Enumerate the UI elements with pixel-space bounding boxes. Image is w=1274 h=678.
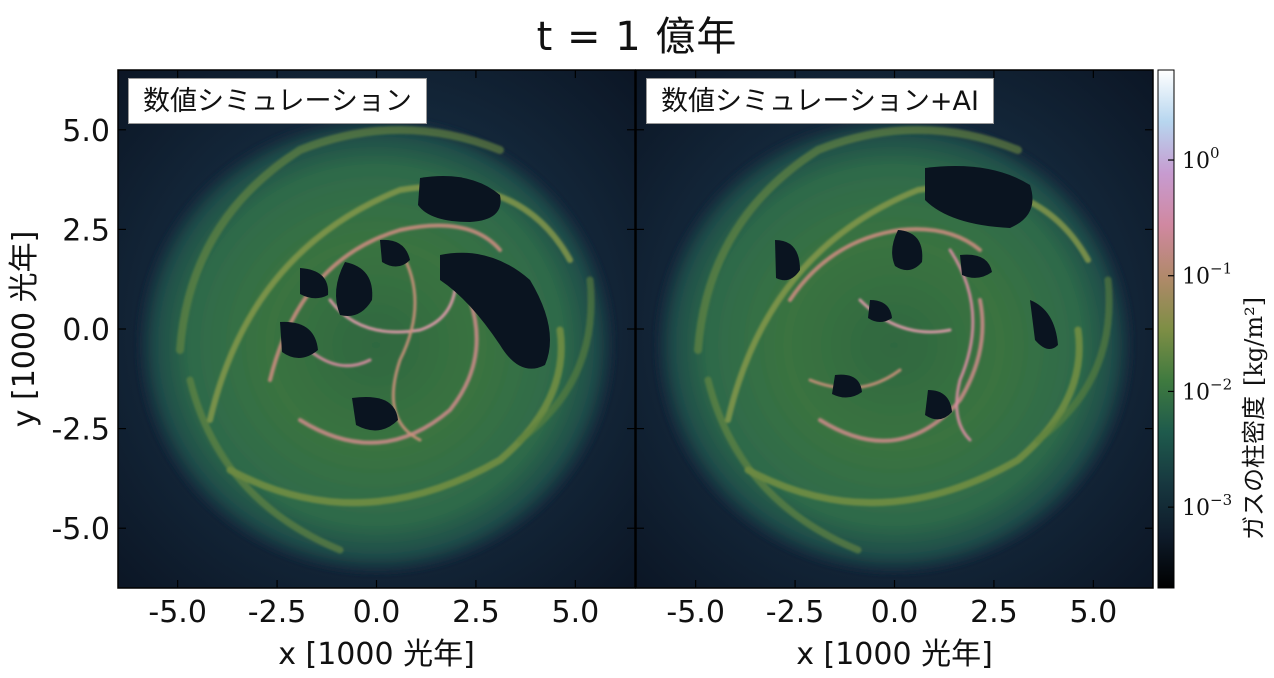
panel-right-filaments: [694, 126, 1113, 554]
colorbar-tick-label: 10−3: [1182, 491, 1232, 521]
colorbar-label: ガスの柱密度[kg/m²]: [1240, 297, 1268, 540]
x-tick-label: 0.0: [353, 595, 401, 630]
panel-right-heatmap: [636, 70, 1153, 588]
panel-left-heatmap: [118, 70, 635, 588]
colorbar-tick-label: 10−2: [1182, 375, 1232, 405]
x-axis-label: x [1000 光年]: [278, 637, 475, 672]
panel-right-label: 数値シミュレーション+AI: [646, 78, 994, 124]
x-tick-label: -5.0: [148, 595, 207, 630]
y-tick-label: 0.0: [62, 313, 110, 348]
colorbar-tick-label: 10−1: [1182, 260, 1232, 290]
x-tick-label: 5.0: [551, 595, 599, 630]
x-tick-label: 2.5: [970, 595, 1018, 630]
y-axis-label: y [1000 光年]: [7, 231, 42, 428]
colorbar: [1157, 69, 1175, 589]
axes-layer: -5.0 -2.5 0.0 2.5 5.0 x [1000 光年] 5.0 2.5 0.0 -2.…: [7, 70, 1153, 672]
y-tick-label: 5.0: [62, 114, 110, 149]
x-tick-label: 2.5: [452, 595, 500, 630]
x-tick-label: 5.0: [1069, 595, 1117, 630]
panel-left-filaments: [176, 126, 595, 554]
figure-title: t = 1 億年: [536, 14, 738, 60]
panel-left-label: 数値シミュレーション: [128, 78, 427, 124]
x-tick-label: -2.5: [766, 595, 825, 630]
x-tick-label: -2.5: [248, 595, 307, 630]
y-tick-label: -5.0: [51, 512, 110, 547]
x-tick-label: -5.0: [666, 595, 725, 630]
colorbar-tick-label: 100: [1182, 144, 1220, 174]
colorbar-ticks: 100 10−1 10−2 10−3: [1168, 144, 1232, 521]
x-axis-label: x [1000 光年]: [796, 637, 993, 672]
panel-left-voids: [280, 176, 550, 431]
x-tick-label: 0.0: [871, 595, 919, 630]
y-tick-label: -2.5: [51, 413, 110, 448]
panel-right-voids: [775, 166, 1058, 420]
y-tick-label: 2.5: [62, 213, 110, 248]
